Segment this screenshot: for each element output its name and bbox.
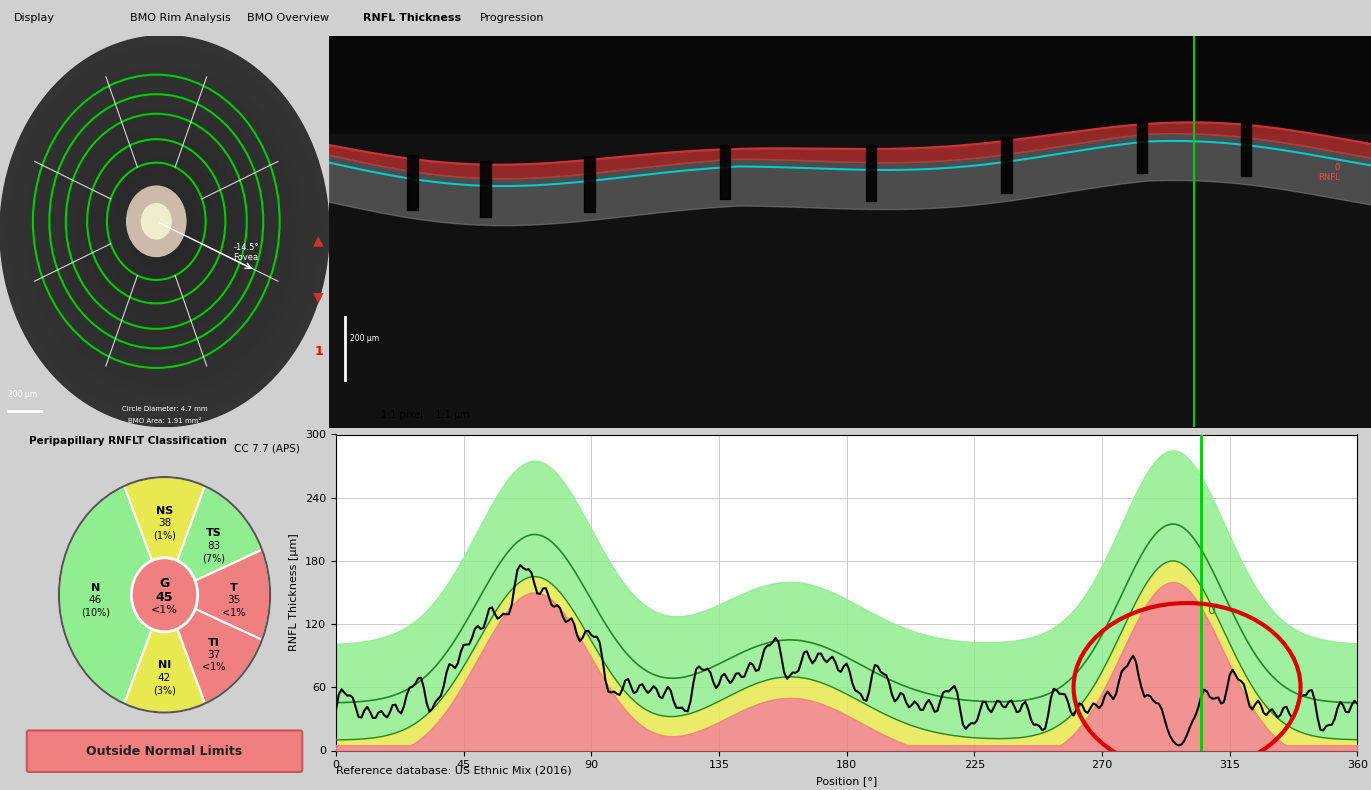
Text: 46: 46: [89, 596, 101, 605]
Text: 1:1 pixel    1:1 μm: 1:1 pixel 1:1 μm: [381, 410, 470, 419]
Wedge shape: [195, 550, 270, 640]
Text: NI: NI: [158, 660, 171, 671]
Text: <1%: <1%: [222, 608, 245, 618]
Circle shape: [70, 118, 259, 344]
Text: Progression: Progression: [480, 13, 544, 23]
FancyBboxPatch shape: [27, 731, 302, 772]
Circle shape: [52, 97, 277, 365]
Circle shape: [8, 46, 321, 416]
Text: BMO Rim Analysis: BMO Rim Analysis: [130, 13, 230, 23]
Text: Circle Diameter: 4.7 mm: Circle Diameter: 4.7 mm: [122, 406, 207, 412]
Text: 0
RNFL: 0 RNFL: [1318, 163, 1339, 182]
Text: 37: 37: [207, 650, 221, 660]
Text: (3%): (3%): [154, 685, 175, 695]
Circle shape: [121, 179, 208, 283]
Circle shape: [156, 220, 173, 242]
Text: Reference database: US Ethnic Mix (2016): Reference database: US Ethnic Mix (2016): [336, 766, 572, 775]
Circle shape: [130, 190, 199, 273]
Text: (7%): (7%): [202, 553, 225, 563]
Circle shape: [147, 210, 182, 252]
Circle shape: [0, 36, 329, 427]
Text: T: T: [230, 583, 237, 593]
Text: 42: 42: [158, 673, 171, 683]
Text: TS: TS: [206, 529, 222, 538]
Circle shape: [34, 77, 295, 386]
Text: 200 μm: 200 μm: [350, 333, 378, 343]
Circle shape: [44, 87, 285, 375]
Text: (1%): (1%): [154, 530, 175, 540]
Circle shape: [78, 128, 251, 334]
Text: NS: NS: [156, 506, 173, 516]
Wedge shape: [59, 486, 152, 704]
Wedge shape: [125, 477, 204, 561]
Circle shape: [18, 56, 311, 406]
Text: 1: 1: [314, 345, 324, 358]
Text: N: N: [90, 583, 100, 593]
Text: -14.5°
Fovea: -14.5° Fovea: [233, 243, 259, 262]
Text: (10%): (10%): [81, 608, 110, 618]
Circle shape: [26, 66, 303, 396]
Text: RNFL Thickness: RNFL Thickness: [363, 13, 462, 23]
Wedge shape: [125, 629, 204, 713]
Text: 200 μm: 200 μm: [8, 390, 37, 399]
Text: CC 7.7 (APS): CC 7.7 (APS): [234, 443, 300, 453]
Text: <1%: <1%: [202, 663, 225, 672]
Text: ▲: ▲: [314, 233, 324, 247]
Y-axis label: RNFL Thickness [µm]: RNFL Thickness [µm]: [289, 533, 299, 652]
Text: BMO Area: 1.91 mm²: BMO Area: 1.91 mm²: [128, 418, 202, 423]
Text: Display: Display: [14, 13, 55, 23]
Text: G: G: [159, 577, 170, 590]
Circle shape: [60, 107, 269, 355]
Wedge shape: [177, 609, 262, 704]
Text: BMO Overview: BMO Overview: [247, 13, 329, 23]
Circle shape: [132, 558, 197, 632]
Circle shape: [104, 159, 225, 303]
X-axis label: Position [°]: Position [°]: [816, 776, 877, 786]
Text: 35: 35: [228, 596, 240, 605]
Text: Peripapillary RNFLT Classification: Peripapillary RNFLT Classification: [29, 435, 226, 446]
Circle shape: [141, 204, 171, 239]
Text: TI: TI: [207, 638, 219, 648]
Text: 45: 45: [156, 591, 173, 604]
Text: <1%: <1%: [151, 605, 178, 615]
Text: Δsvoc 28 µm: Δsvoc 28 µm: [237, 732, 300, 742]
Text: 83: 83: [207, 540, 221, 551]
Circle shape: [86, 138, 243, 324]
Circle shape: [112, 169, 217, 293]
Circle shape: [95, 149, 234, 314]
Text: 0: 0: [1206, 604, 1215, 616]
Circle shape: [126, 186, 186, 257]
Wedge shape: [177, 486, 262, 581]
Text: Outside Normal Limits: Outside Normal Limits: [86, 745, 243, 758]
Text: ▼: ▼: [314, 290, 324, 304]
Text: 38: 38: [158, 518, 171, 528]
Circle shape: [138, 200, 191, 262]
